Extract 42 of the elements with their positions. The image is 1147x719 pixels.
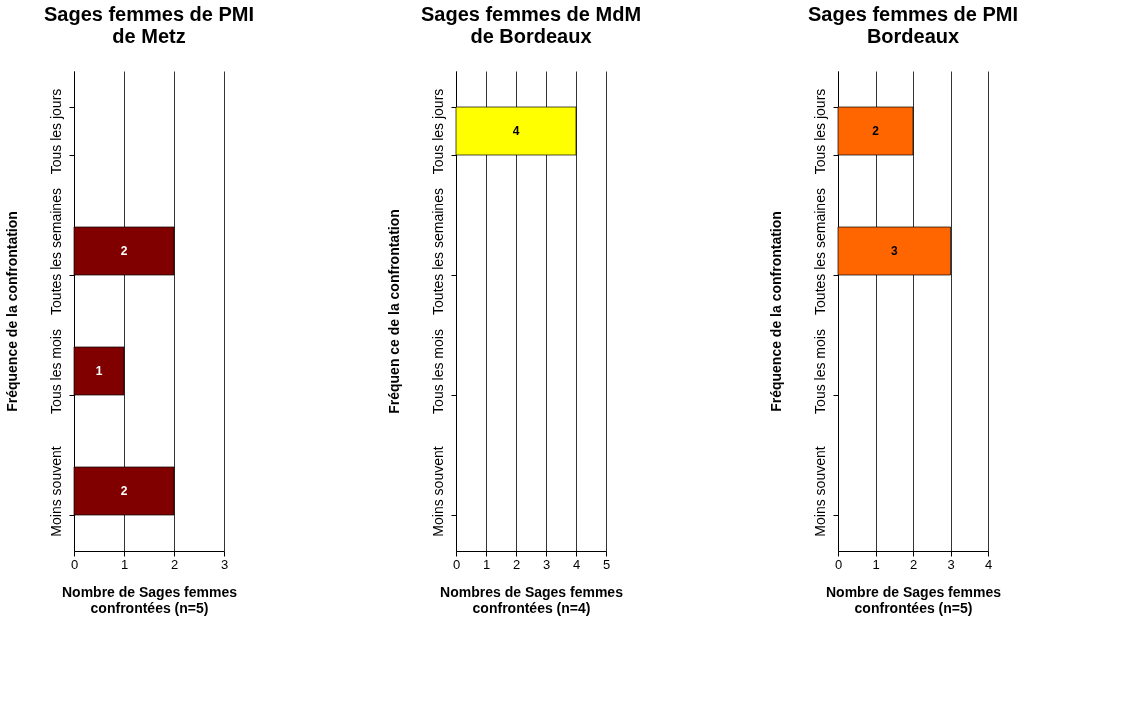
x-tick-label: 0 [834,556,843,572]
x-axis-title: Nombres de Sages femmes confrontées (n=4) [440,583,624,616]
x-tick-label: 0 [70,556,79,572]
data-label: 1 [95,364,103,378]
x-tick-label: 0 [452,556,461,572]
x-tick-label: 4 [984,556,993,572]
data-label: 2 [120,244,128,258]
y-tick-label: Tous les mois [429,329,446,414]
data-label: 2 [120,484,128,498]
x-tick-label: 1 [872,556,880,572]
y-axis-title: Fréquence de la confrontation [3,211,20,412]
y-axis-title: Fréquen ce de la confrontation [385,209,402,414]
y-tick-label: Tous les mois [47,329,64,414]
x-tick-label: 2 [512,556,521,572]
x-tick-label: 2 [170,556,179,572]
chart-title: Sages femmes de PMI Bordeaux [807,3,1019,47]
x-tick-label: 3 [542,556,551,572]
y-tick-label: Toutes les semaines [47,188,64,315]
y-tick-label: Tous les mois [811,329,828,414]
y-tick-label: Tous les jours [811,88,828,175]
x-tick-label: 2 [909,556,918,572]
y-tick-label: Moins souvent [811,446,828,537]
x-tick-label: 1 [120,556,129,572]
x-tick-label: 3 [947,556,955,572]
y-tick-label: Moins souvent [429,446,446,537]
data-label: 4 [512,124,520,138]
y-tick-label: Moins souvent [47,446,64,537]
chart-title: Sages femmes de MdM de Bordeaux [420,3,642,47]
x-tick-label: 1 [482,556,491,572]
y-tick-label: Tous les jours [429,88,446,175]
x-axis-title: Nombre de Sages femmes confrontées (n=5) [825,583,1002,616]
y-tick-label: Tous les jours [47,88,64,175]
x-tick-label: 3 [220,556,229,572]
y-tick-label: Toutes les semaines [811,188,828,315]
data-label: 3 [890,244,898,258]
data-label: 2 [872,124,880,138]
y-axis-title: Fréquence de la confrontation [767,211,784,412]
x-tick-label: 4 [572,556,581,572]
y-tick-label: Toutes les semaines [429,188,446,315]
x-axis-title: Nombre de Sages femmes confrontées (n=5) [61,583,238,616]
chart-title: Sages femmes de PMI de Metz [43,3,255,47]
x-tick-label: 5 [602,556,611,572]
